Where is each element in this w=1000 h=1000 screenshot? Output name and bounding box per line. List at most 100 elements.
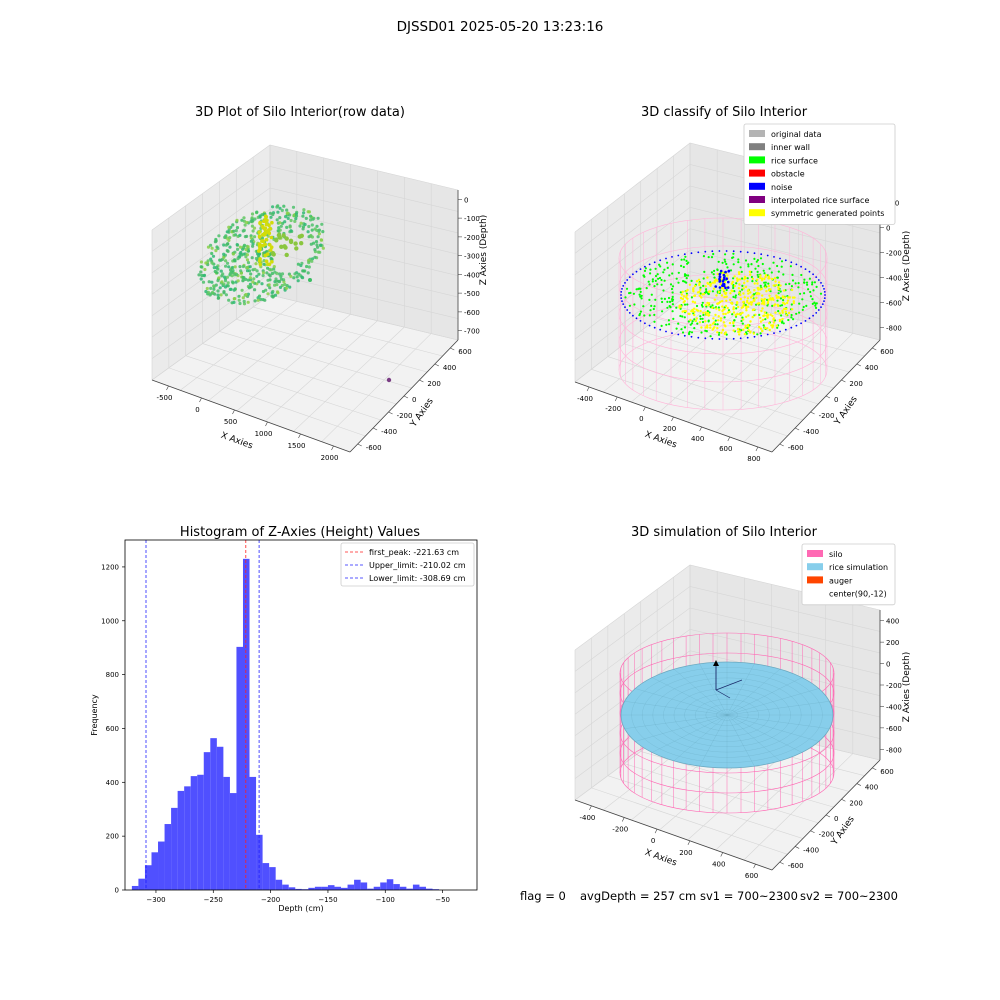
data-point (244, 255, 248, 259)
rice-surface-point (711, 290, 715, 293)
rice-surface-point (669, 283, 673, 286)
noise-point (632, 314, 634, 317)
symmetric-point (772, 321, 775, 324)
data-point (289, 274, 293, 278)
rice-surface-point (762, 324, 765, 327)
gridline (269, 294, 459, 341)
symmetric-point (768, 294, 771, 297)
data-point (246, 300, 250, 304)
data-point (222, 291, 226, 295)
data-point (215, 245, 219, 249)
histogram-bars (131, 558, 440, 890)
symmetric-point (786, 301, 789, 305)
noise-point (790, 261, 793, 264)
data-point (283, 245, 288, 250)
data-point (210, 246, 214, 250)
y-tick (825, 395, 831, 399)
noise-point (711, 337, 714, 340)
symmetric-point (713, 298, 716, 301)
data-point (220, 280, 224, 284)
symmetric-point (766, 302, 769, 305)
rice-surface-point (699, 315, 702, 318)
noise-point (815, 312, 818, 314)
symmetric-point (705, 324, 709, 327)
rice-surface-point (771, 304, 774, 307)
symmetric-point (719, 319, 723, 322)
symmetric-point (753, 289, 756, 292)
gridline (293, 326, 405, 432)
symmetric-point (772, 318, 775, 321)
data-point (251, 229, 255, 233)
panel4-legend: silo rice simulation auger center(90,-12) (801, 543, 896, 606)
symmetric-point (747, 314, 750, 317)
data-point (285, 211, 289, 215)
rice-surface-mesh (726, 668, 781, 716)
data-point (222, 252, 226, 256)
noise-point (760, 253, 763, 256)
histogram-bar (138, 878, 145, 890)
histogram-bar (184, 786, 191, 890)
symmetric-point (781, 295, 784, 298)
rice-surface-point (776, 326, 779, 329)
data-point (260, 282, 264, 286)
rice-surface-point (642, 305, 645, 308)
symmetric-point (704, 320, 707, 323)
data-point (234, 229, 238, 233)
symmetric-point (686, 297, 689, 300)
symmetric-point (753, 282, 756, 285)
rice-surface-point (699, 317, 702, 320)
rice-surface-point (789, 265, 793, 268)
data-point (210, 261, 214, 265)
data-point (294, 217, 298, 221)
legend-swatch (749, 156, 765, 164)
rice-surface-point (723, 258, 726, 261)
data-point (305, 264, 309, 269)
data-point (213, 240, 217, 244)
rice-surface-point (766, 298, 769, 301)
symmetric-point (761, 298, 765, 301)
noise-point (724, 286, 727, 290)
symmetric-point (759, 288, 762, 291)
histogram-bar (229, 793, 237, 890)
symmetric-point (750, 303, 753, 306)
rice-surface-point (671, 303, 675, 306)
rice-surface-point (814, 304, 817, 307)
rice-surface-point (695, 304, 699, 308)
rice-surface-point (686, 262, 689, 265)
symmetric-point (712, 327, 715, 330)
data-point (307, 261, 311, 265)
x-tick-label: -400 (577, 395, 593, 403)
legend-label: noise (771, 183, 792, 192)
rice-surface-point (653, 285, 656, 288)
data-point (280, 272, 285, 276)
legend-frame (340, 542, 475, 587)
data-point (201, 280, 206, 284)
legend-swatch (749, 143, 765, 151)
symmetric-point (732, 308, 735, 311)
data-point (224, 293, 228, 297)
rice-surface-point (670, 287, 674, 291)
histogram-bar (327, 885, 335, 890)
y-tick (872, 767, 877, 771)
z-tick-label: 0 (886, 225, 890, 233)
data-point (277, 280, 282, 284)
data-point (199, 260, 203, 264)
data-point (253, 267, 257, 271)
data-point (217, 276, 221, 280)
z-tick-label: -700 (464, 328, 480, 336)
rice-surface-point (696, 322, 699, 325)
legend-swatch (749, 169, 765, 177)
symmetric-point (721, 329, 725, 332)
rice-surface-point (756, 259, 760, 262)
rice-surface-point (628, 304, 632, 307)
data-point (309, 214, 313, 218)
data-point-highlight (269, 245, 274, 249)
noise-point (718, 286, 722, 289)
symmetric-point (699, 288, 702, 291)
legend-label: rice surface (771, 156, 818, 165)
symmetric-point (749, 273, 752, 276)
data-point (218, 258, 222, 262)
rice-surface-point (679, 291, 682, 294)
rice-surface-point (800, 273, 803, 277)
